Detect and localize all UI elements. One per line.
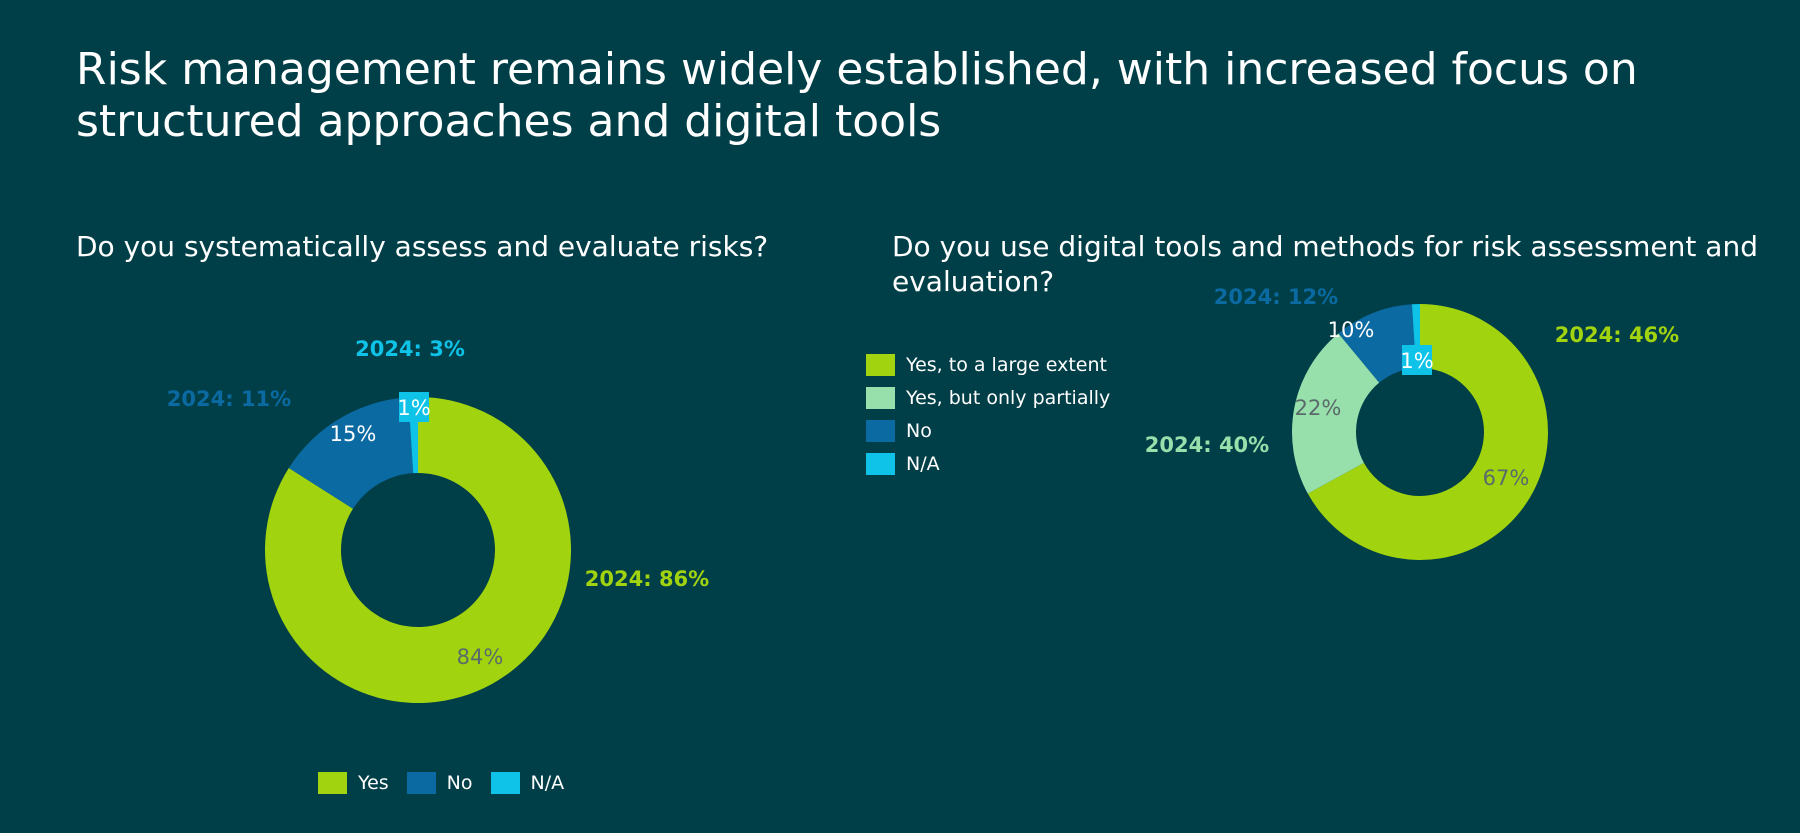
- legend-item-yes-partial: Yes, but only partially: [866, 381, 1110, 414]
- legend-item-yes: Yes: [318, 766, 389, 799]
- donut-slice-yes: [265, 397, 571, 703]
- chart-2-legend: Yes, to a large extent Yes, but only par…: [866, 348, 1110, 480]
- value-label-box: [399, 392, 429, 422]
- value-label: 15%: [330, 422, 377, 446]
- legend-item-no: No: [406, 766, 473, 799]
- slide-title: Risk management remains widely establish…: [76, 44, 1638, 147]
- legend-swatch: [866, 353, 895, 376]
- value-label: 1%: [397, 396, 430, 420]
- legend-label: N/A: [906, 452, 940, 475]
- legend-label: No: [906, 419, 932, 442]
- legend-item-na: N/A: [490, 766, 565, 799]
- comparison-label-2024: 2024: 86%: [585, 567, 709, 591]
- chart-1-legend: Yes No N/A: [318, 766, 582, 799]
- chart-2-title: Do you use digital tools and methods for…: [892, 230, 1758, 298]
- legend-label: No: [446, 771, 473, 794]
- legend-swatch: [866, 419, 895, 442]
- chart-1-title: Do you systematically assess and evaluat…: [76, 230, 769, 263]
- legend-swatch: [406, 771, 436, 794]
- legend-label: Yes: [358, 771, 389, 794]
- legend-swatch: [866, 452, 895, 475]
- legend-swatch: [490, 771, 520, 794]
- donut-slice-no: [288, 397, 414, 509]
- value-label: 84%: [457, 645, 504, 669]
- legend-label: N/A: [530, 771, 565, 794]
- legend-item-na: N/A: [866, 447, 1110, 480]
- legend-swatch: [318, 771, 347, 794]
- legend-item-no: No: [866, 414, 1110, 447]
- legend-item-yes-large: Yes, to a large extent: [866, 348, 1110, 381]
- comparison-label-2024: 2024: 11%: [167, 387, 291, 411]
- comparison-label-2024: 2024: 3%: [355, 337, 465, 361]
- legend-label: Yes, to a large extent: [906, 353, 1107, 376]
- legend-swatch: [866, 386, 895, 409]
- legend-label: Yes, but only partially: [906, 386, 1111, 409]
